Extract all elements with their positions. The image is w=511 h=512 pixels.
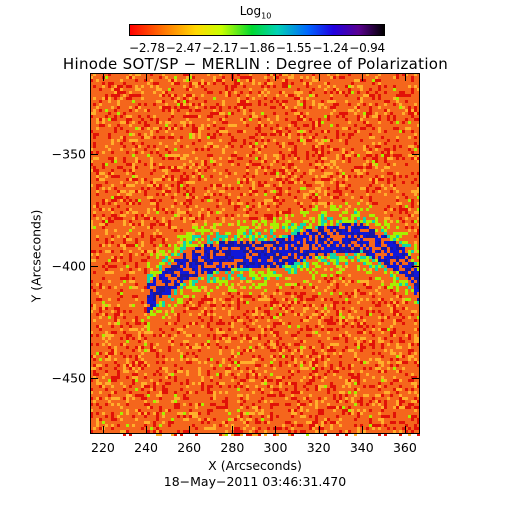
x-tick-label: 340: [349, 440, 374, 455]
y-axis-title: Y (Arcseconds): [28, 209, 44, 303]
colorbar-tick-label: −1.86: [239, 41, 275, 55]
timestamp: 18−May−2011 03:46:31.470: [163, 474, 347, 489]
x-tick-label: 360: [392, 440, 417, 455]
plot-title: Hinode SOT/SP − MERLIN : Degree of Polar…: [62, 55, 449, 73]
x-tick-label: 320: [306, 440, 331, 455]
colorbar-tick-label: −2.17: [202, 41, 239, 55]
x-tick-label: 300: [263, 440, 288, 455]
colorbar-tick-label: −2.47: [165, 41, 202, 55]
x-tick-label: 280: [220, 440, 245, 455]
colorbar-tick-label: −0.94: [349, 41, 385, 55]
colorbar: [129, 24, 385, 36]
x-tick-label: 260: [177, 440, 202, 455]
y-tick-label: −350: [51, 146, 86, 162]
y-tick-label: −400: [51, 258, 86, 274]
x-axis-title: X (Arcseconds): [208, 458, 302, 473]
colorbar-tick-label: −1.55: [275, 41, 312, 55]
y-tick-label: −450: [51, 370, 86, 386]
colorbar-title: Log10: [239, 4, 272, 21]
x-tick-label: 240: [134, 440, 159, 455]
map-image: [90, 73, 420, 436]
plot-frame: [90, 73, 420, 434]
axis-ticks: [90, 73, 420, 434]
colorbar-tick-labels: −2.78 −2.47 −2.17 −1.86 −1.55 −1.24 −0.94: [129, 41, 385, 55]
colorbar-tick-label: −2.78: [129, 41, 165, 55]
colorbar-tick-label: −1.24: [312, 41, 349, 55]
x-tick-label: 220: [91, 440, 115, 455]
